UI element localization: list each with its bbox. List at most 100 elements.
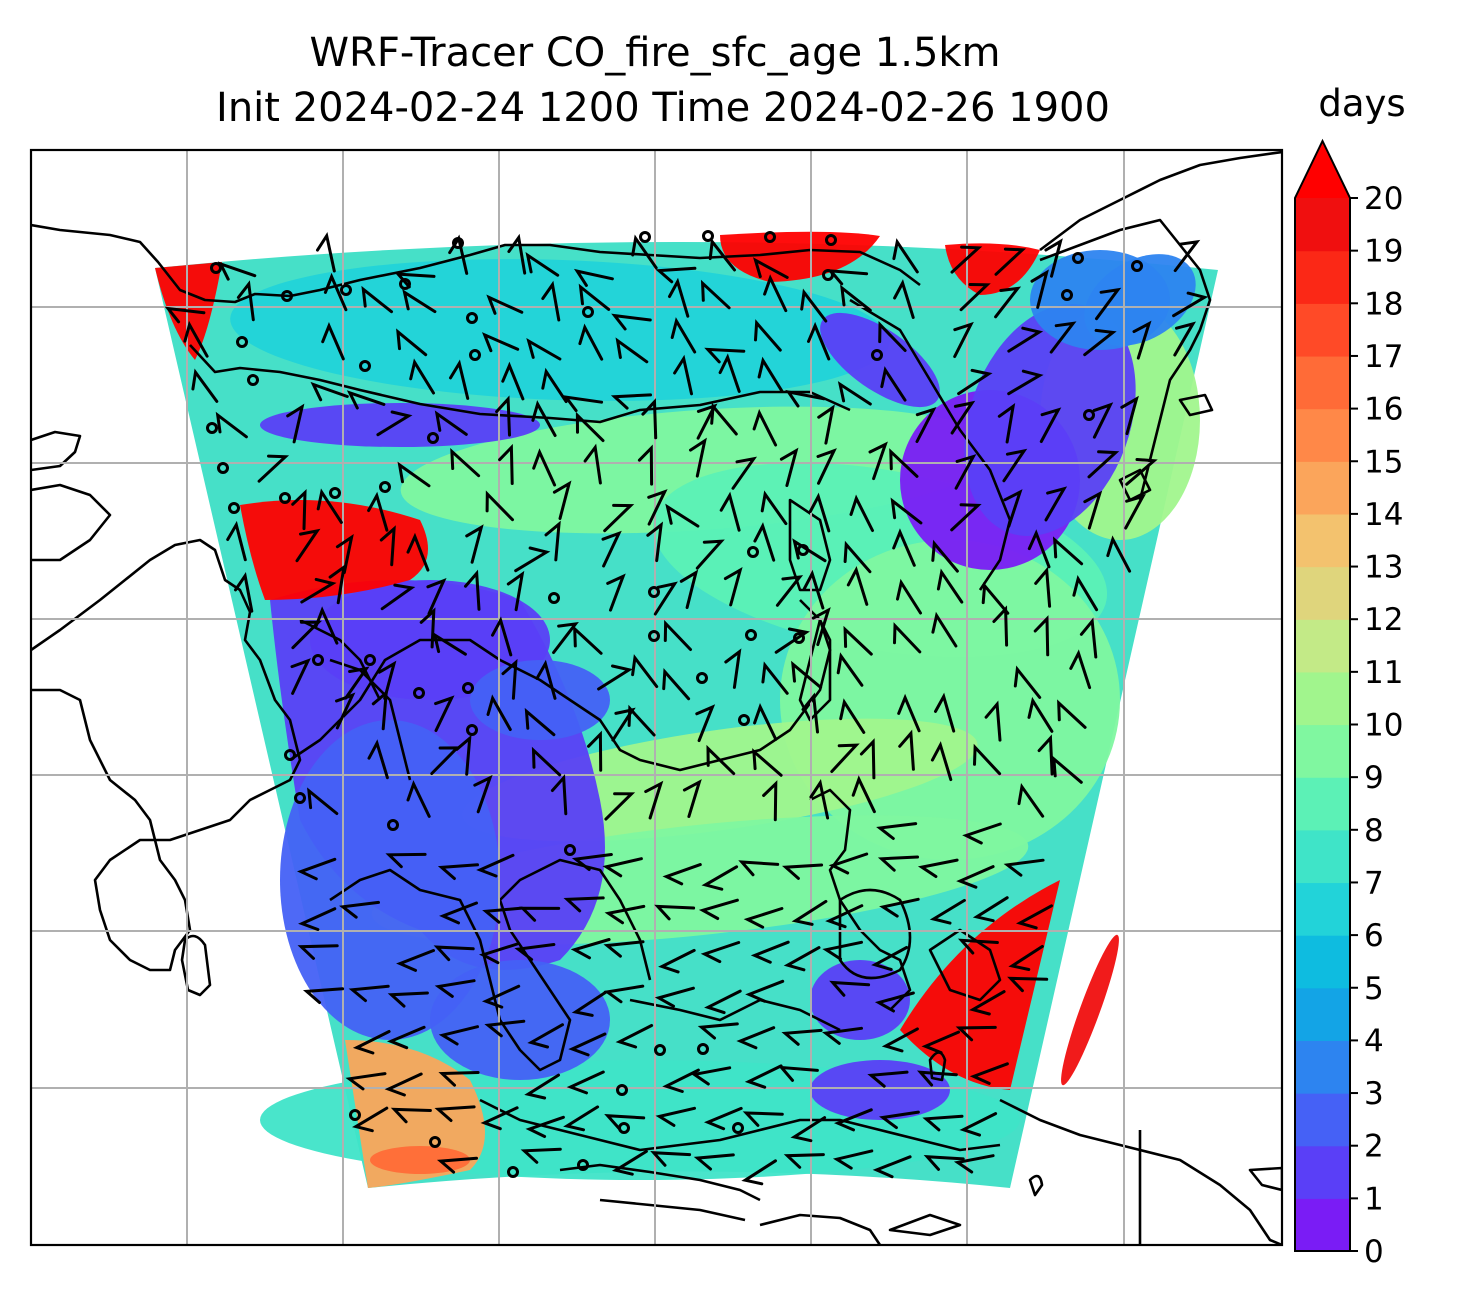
- wind-barb: [390, 1107, 432, 1124]
- wind-barb: [1052, 536, 1084, 566]
- wind-barb: [406, 780, 431, 818]
- coastline: [759, 1213, 882, 1245]
- wind-barb: [956, 865, 995, 889]
- field-old-air: [1061, 934, 1119, 1086]
- wind-barb: [994, 247, 1027, 276]
- wind-barb: [527, 1023, 564, 1049]
- wind-barb: [361, 285, 393, 314]
- wind-barb: [881, 1027, 919, 1053]
- wind-barb: [877, 855, 919, 872]
- wind-barb: [843, 540, 872, 574]
- wind-barb: [1013, 665, 1042, 699]
- wind-barb: [1049, 321, 1077, 354]
- wind-barb: [859, 738, 876, 780]
- wind-barb: [352, 1106, 389, 1133]
- colorbar-label: days: [1318, 82, 1405, 125]
- wind-barb: [972, 896, 1009, 923]
- wind-barb: [673, 354, 693, 396]
- wind-barb: [434, 979, 476, 998]
- wind-barb: [597, 664, 633, 691]
- wind-barb: [851, 775, 876, 814]
- colorbar-segment: [1295, 935, 1350, 989]
- coastline: [31, 483, 112, 562]
- calm-wind-marker: [206, 422, 218, 434]
- calm-wind-marker: [1131, 260, 1143, 272]
- wind-barb: [434, 695, 455, 732]
- wind-barb: [524, 1073, 560, 1100]
- wind-barb: [822, 1026, 863, 1045]
- calm-wind-marker: [466, 724, 478, 736]
- wind-barb: [646, 521, 664, 563]
- wind-barb: [531, 400, 557, 437]
- wind-barb: [840, 284, 872, 312]
- wind-barb: [997, 403, 1016, 444]
- colorbar-tick-label: 17: [1364, 339, 1403, 375]
- wind-barb: [950, 245, 983, 274]
- wind-barb: [892, 528, 916, 567]
- wind-barb: [573, 625, 603, 655]
- calm-wind-marker: [364, 654, 376, 666]
- wind-barb: [778, 1065, 819, 1082]
- calm-wind-marker: [732, 1122, 744, 1134]
- wind-barb: [973, 743, 1002, 776]
- wind-barb: [846, 565, 869, 606]
- wind-barb: [631, 654, 659, 688]
- wind-barb: [396, 328, 428, 357]
- wind-barb: [615, 337, 649, 364]
- wind-barb: [921, 1030, 960, 1055]
- wind-barb: [476, 853, 515, 878]
- wind-barb: [783, 946, 821, 972]
- field-old-air: [240, 500, 428, 600]
- wind-barb: [934, 692, 956, 733]
- wind-barb: [1172, 291, 1209, 318]
- wind-barb: [781, 1028, 823, 1046]
- calm-wind-marker: [639, 231, 651, 243]
- wind-barb: [1007, 976, 1049, 993]
- wind-barb: [1173, 321, 1197, 357]
- wind-barb: [298, 907, 337, 931]
- wind-barb: [802, 569, 825, 610]
- wind-barb: [426, 577, 447, 616]
- colorbar-tick-label: 18: [1364, 286, 1403, 322]
- field-young-air: [1030, 250, 1170, 350]
- wind-barb: [682, 779, 702, 818]
- wind-barb: [693, 1153, 735, 1171]
- coastline: [1039, 150, 1282, 252]
- wind-barb: [402, 289, 437, 314]
- wind-barb: [606, 573, 626, 612]
- wind-barb: [695, 539, 725, 570]
- wind-barb: [397, 461, 431, 488]
- coastline: [559, 1163, 761, 1202]
- wind-barb: [394, 272, 436, 289]
- wind-barb: [753, 522, 776, 562]
- wind-barb: [570, 938, 611, 960]
- wind-barb: [552, 621, 579, 654]
- wind-barb: [491, 616, 513, 657]
- wind-barb: [348, 984, 390, 1003]
- colorbar-segment: [1295, 408, 1350, 462]
- wind-barb: [1057, 699, 1087, 729]
- wind-barb: [1087, 450, 1120, 479]
- wind-barb: [286, 403, 305, 444]
- wind-barb: [992, 605, 1009, 647]
- coastline: [599, 1198, 746, 1222]
- wind-barb: [541, 280, 561, 322]
- wind-barb: [386, 1025, 426, 1050]
- wind-barb: [775, 575, 804, 607]
- calm-wind-marker: [228, 502, 240, 514]
- colorbar-tick-label: 11: [1364, 655, 1403, 691]
- wind-barb: [291, 489, 307, 531]
- wind-barb: [950, 400, 976, 435]
- colorbar-segment: [1295, 777, 1350, 831]
- wind-barb: [367, 739, 389, 780]
- wind-barb: [829, 980, 871, 997]
- colorbar-segment: [1295, 1093, 1350, 1147]
- coastline: [329, 658, 412, 781]
- wind-barb: [627, 704, 656, 737]
- wind-barb: [615, 1024, 654, 1049]
- wind-barb: [563, 896, 605, 913]
- calm-wind-marker: [462, 682, 474, 694]
- wind-barb: [371, 689, 388, 731]
- calm-wind-marker: [284, 749, 296, 761]
- wind-barb: [526, 337, 562, 361]
